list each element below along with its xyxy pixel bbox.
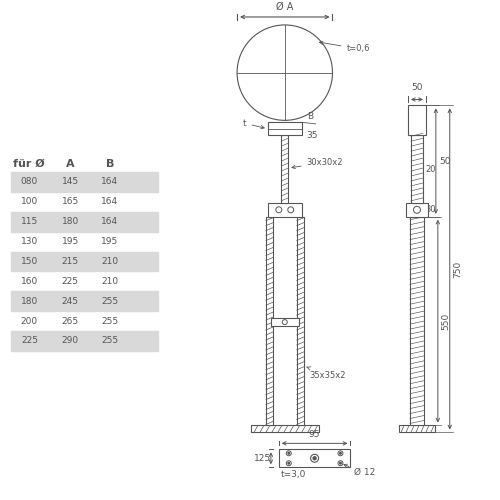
Text: 180: 180 xyxy=(20,296,38,306)
Bar xyxy=(12,212,158,232)
Circle shape xyxy=(313,457,316,460)
Bar xyxy=(268,203,302,216)
Circle shape xyxy=(310,454,318,462)
Text: 95: 95 xyxy=(309,430,320,440)
Circle shape xyxy=(286,451,291,456)
Text: 265: 265 xyxy=(62,316,78,326)
Bar xyxy=(271,318,298,326)
Text: B: B xyxy=(306,112,313,121)
Bar xyxy=(296,216,304,426)
Text: 080: 080 xyxy=(20,178,38,186)
Bar xyxy=(406,203,428,216)
Text: A: A xyxy=(66,159,74,169)
Text: 150: 150 xyxy=(20,257,38,266)
Bar xyxy=(266,216,273,426)
Circle shape xyxy=(276,207,282,213)
Text: 210: 210 xyxy=(102,277,118,286)
Text: 195: 195 xyxy=(101,237,118,246)
Circle shape xyxy=(338,451,343,456)
Text: 100: 100 xyxy=(20,198,38,206)
Text: 195: 195 xyxy=(62,237,78,246)
Bar xyxy=(279,450,350,467)
Bar xyxy=(411,136,423,203)
Text: 200: 200 xyxy=(21,316,38,326)
Text: 255: 255 xyxy=(102,296,118,306)
Text: 130: 130 xyxy=(20,237,38,246)
Bar xyxy=(282,136,288,203)
Text: 164: 164 xyxy=(102,198,118,206)
Text: t=0,6: t=0,6 xyxy=(320,41,370,53)
Text: 30: 30 xyxy=(425,206,436,214)
Circle shape xyxy=(237,25,332,120)
Circle shape xyxy=(288,452,290,454)
Text: Ø 12: Ø 12 xyxy=(344,464,376,477)
Text: 164: 164 xyxy=(102,178,118,186)
Text: 35x35x2: 35x35x2 xyxy=(306,367,346,380)
Text: 750: 750 xyxy=(452,260,462,278)
Circle shape xyxy=(282,320,288,324)
Text: t=3,0: t=3,0 xyxy=(281,470,306,479)
Bar xyxy=(12,172,158,192)
Text: 50: 50 xyxy=(411,82,422,92)
Text: 164: 164 xyxy=(102,217,118,226)
Bar xyxy=(410,216,424,426)
Text: 30x30x2: 30x30x2 xyxy=(292,158,343,168)
Text: 215: 215 xyxy=(62,257,78,266)
Bar xyxy=(399,426,435,432)
Text: 180: 180 xyxy=(62,217,78,226)
Circle shape xyxy=(340,452,341,454)
Text: 145: 145 xyxy=(62,178,78,186)
Text: 225: 225 xyxy=(62,277,78,286)
Circle shape xyxy=(288,207,294,213)
Text: 20: 20 xyxy=(425,164,436,173)
Text: 50: 50 xyxy=(439,156,450,166)
Text: 225: 225 xyxy=(21,336,38,345)
Bar xyxy=(12,292,158,311)
Text: 125: 125 xyxy=(254,454,271,463)
Text: B: B xyxy=(106,159,114,169)
Text: für Ø: für Ø xyxy=(14,159,45,169)
Circle shape xyxy=(340,462,341,464)
Bar xyxy=(408,106,426,136)
Bar xyxy=(12,331,158,351)
Text: 255: 255 xyxy=(102,316,118,326)
Text: Ø A: Ø A xyxy=(276,2,293,12)
Text: t: t xyxy=(243,119,264,129)
Text: 115: 115 xyxy=(20,217,38,226)
Text: 255: 255 xyxy=(102,336,118,345)
Text: 550: 550 xyxy=(441,312,450,330)
Text: 35: 35 xyxy=(306,131,318,140)
Text: 160: 160 xyxy=(20,277,38,286)
Text: 165: 165 xyxy=(62,198,78,206)
Bar xyxy=(268,122,302,136)
Circle shape xyxy=(286,460,291,466)
Text: 245: 245 xyxy=(62,296,78,306)
Circle shape xyxy=(414,206,420,214)
Bar xyxy=(251,426,318,432)
Text: 210: 210 xyxy=(102,257,118,266)
Circle shape xyxy=(338,460,343,466)
Text: 290: 290 xyxy=(62,336,78,345)
Bar xyxy=(12,252,158,272)
Circle shape xyxy=(288,462,290,464)
